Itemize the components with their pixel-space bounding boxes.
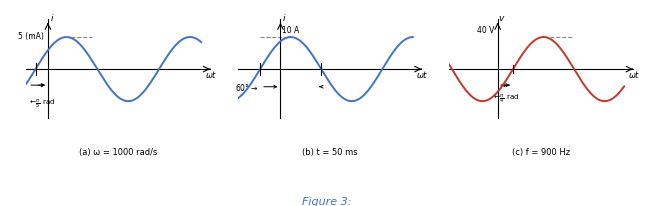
Text: $\leftarrow\!\frac{\pi}{4}$ rad: $\leftarrow\!\frac{\pi}{4}$ rad [492,92,519,105]
Text: ωt: ωt [206,71,216,80]
Text: ωt: ωt [417,71,428,80]
Text: $\leftarrow\!\frac{\pi}{5}$ rad: $\leftarrow\!\frac{\pi}{5}$ rad [28,97,56,110]
Title: (a) ω = 1000 rad/s: (a) ω = 1000 rad/s [80,147,158,156]
Text: 40 V: 40 V [477,26,495,35]
Text: i: i [50,14,53,22]
Title: (b) t = 50 ms: (b) t = 50 ms [302,147,358,156]
Text: 10 A: 10 A [282,26,300,35]
Text: 60°$\rightarrow$: 60°$\rightarrow$ [235,82,258,93]
Title: (c) f = 900 Hz: (c) f = 900 Hz [513,147,570,156]
Text: Figure 3:: Figure 3: [302,196,352,206]
Text: i: i [283,14,285,22]
Text: v: v [498,14,504,22]
Text: ωt: ωt [628,71,639,80]
Text: 5 (mA): 5 (mA) [18,32,44,41]
